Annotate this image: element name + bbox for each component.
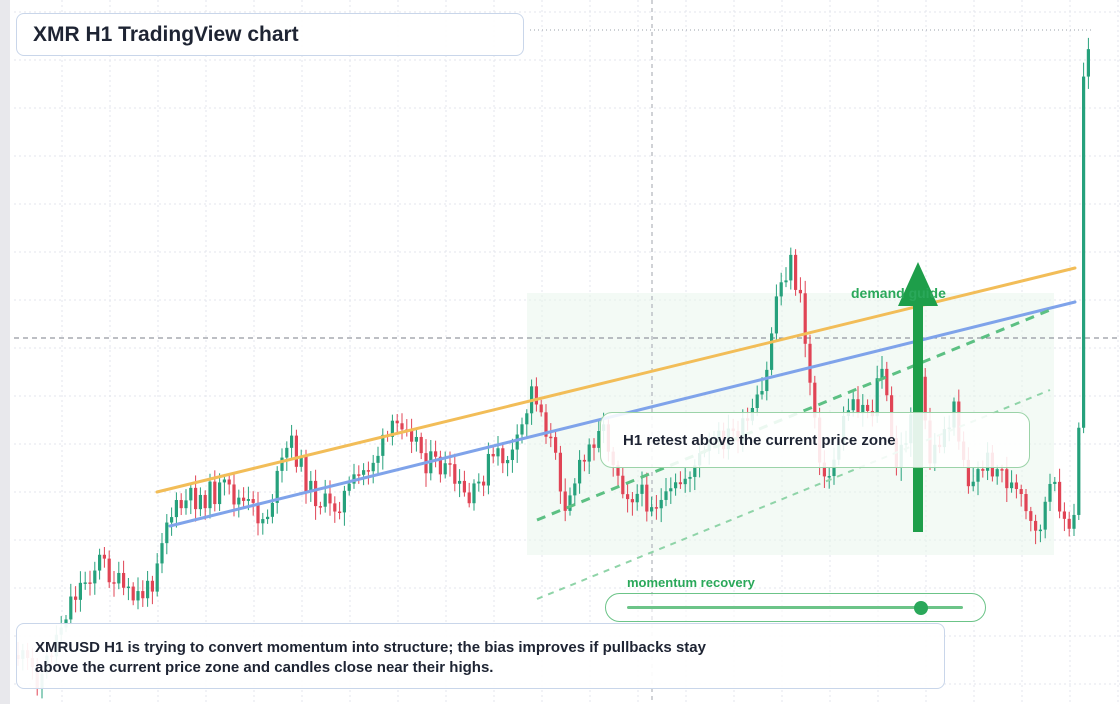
chart-title: XMR H1 TradingView chart [33, 22, 299, 46]
left-scale-edge [0, 0, 10, 704]
chart-title-card: XMR H1 TradingView chart [16, 13, 524, 56]
summary-card: XMRUSD H1 is trying to convert momentum … [16, 623, 945, 689]
slider-knob[interactable] [914, 601, 929, 615]
momentum-label: momentum recovery [627, 575, 755, 590]
momentum-slider-track[interactable] [627, 606, 963, 609]
demand-guide-label: demand guide [851, 285, 946, 301]
summary-text: XMRUSD H1 is trying to convert momentum … [35, 639, 706, 676]
retest-callout: H1 retest above the current price zone [600, 412, 1030, 468]
momentum-slider[interactable] [605, 593, 986, 622]
retest-callout-text: H1 retest above the current price zone [623, 431, 896, 449]
